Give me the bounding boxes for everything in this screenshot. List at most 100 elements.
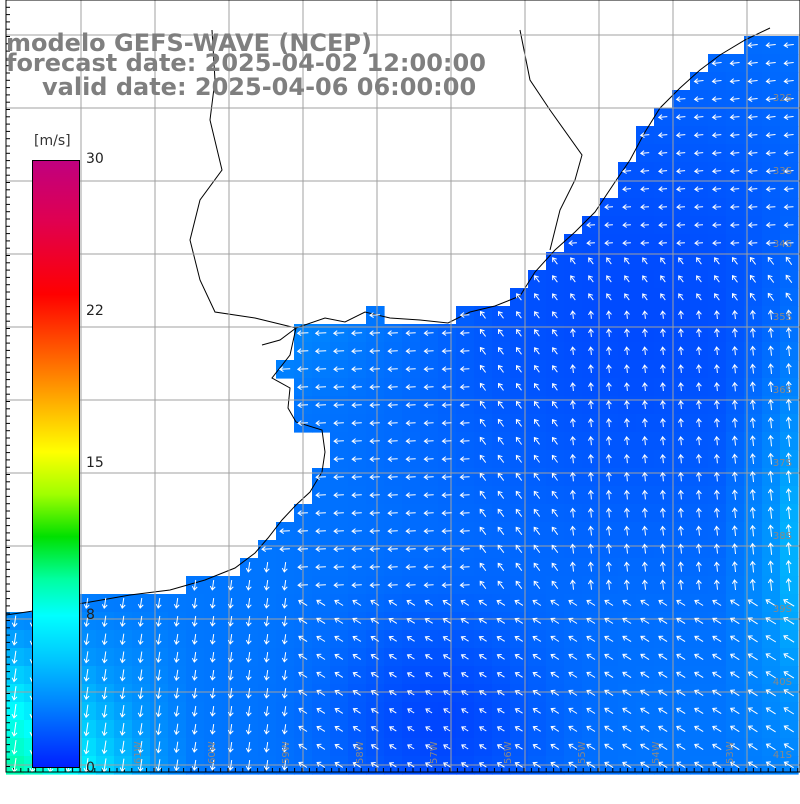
wind-arrow [351, 546, 362, 553]
wind-arrow [423, 528, 434, 535]
wind-arrow [478, 654, 487, 660]
wind-arrow [516, 311, 522, 319]
wind-arrow [424, 617, 433, 624]
wind-arrow [101, 615, 108, 628]
wind-arrow [369, 312, 381, 319]
wind-arrow [516, 293, 522, 301]
wind-arrow [441, 420, 452, 426]
wind-arrow [694, 761, 704, 769]
wind-arrow [387, 384, 398, 391]
wind-arrow [334, 725, 344, 732]
wind-arrow [785, 506, 792, 520]
wind-arrow [605, 579, 612, 590]
wind-arrow [604, 743, 614, 751]
wind-arrow [783, 132, 794, 139]
wind-arrow [352, 690, 361, 696]
wind-arrow [587, 453, 594, 464]
wind-arrow [749, 488, 756, 501]
wind-arrow [660, 310, 666, 319]
wind-arrow [534, 293, 540, 301]
wind-arrow [605, 471, 612, 482]
wind-arrow [783, 599, 795, 607]
wind-arrow [676, 204, 686, 210]
wind-arrow [423, 330, 434, 337]
wind-arrow [227, 580, 234, 591]
wind-arrow [496, 762, 505, 768]
wind-arrow [749, 292, 757, 301]
wind-arrow [423, 366, 434, 373]
wind-arrow [588, 400, 594, 410]
wind-arrow [747, 78, 758, 85]
wind-arrow [641, 489, 648, 500]
wind-arrow [11, 668, 18, 683]
wind-arrow [659, 525, 666, 536]
wind-arrow [747, 114, 758, 121]
wind-arrow [552, 275, 558, 283]
wind-arrow [767, 327, 774, 338]
wind-arrow [497, 454, 505, 463]
wind-arrow [281, 760, 288, 771]
wind-arrow [765, 114, 776, 121]
wind-arrow [658, 186, 668, 192]
wind-arrow [749, 381, 756, 392]
wind-arrow [694, 222, 704, 228]
wind-arrow [209, 598, 216, 609]
wind-arrow [352, 726, 361, 732]
wind-arrow [677, 561, 684, 572]
wind-arrow [191, 633, 198, 645]
wind-arrow [11, 650, 18, 665]
wind-arrow [783, 707, 795, 715]
wind-arrow [479, 418, 487, 427]
wind-arrow [678, 275, 684, 283]
wind-arrow [694, 186, 704, 193]
wind-arrow [550, 689, 560, 696]
wind-arrow [660, 275, 666, 283]
wind-arrow [624, 400, 630, 410]
wind-arrow [659, 489, 666, 500]
wind-arrow [675, 150, 686, 157]
wind-arrow [405, 582, 416, 589]
wind-arrow [551, 419, 558, 427]
wind-arrow [316, 617, 326, 625]
wind-arrow [731, 293, 738, 301]
wind-arrow [587, 543, 594, 554]
wind-arrow [333, 384, 345, 391]
wind-arrow [515, 580, 523, 590]
wind-arrow [423, 384, 434, 391]
wind-arrow [83, 633, 90, 646]
wind-arrow [191, 579, 198, 591]
wind-arrow [405, 330, 416, 337]
wind-arrow [315, 510, 326, 517]
wind-arrow [569, 435, 576, 446]
wind-arrow [696, 275, 702, 283]
wind-arrow [747, 204, 758, 210]
wind-arrow [568, 617, 578, 624]
wind-arrow [459, 528, 470, 535]
wind-arrow [316, 761, 326, 768]
wind-arrow [479, 526, 487, 536]
wind-arrow [693, 114, 704, 121]
wind-arrow [676, 743, 686, 751]
wind-arrow [623, 561, 630, 572]
wind-arrow [479, 562, 487, 572]
longitude-label: 59W [281, 741, 292, 764]
wind-arrow [551, 526, 559, 535]
wind-arrow [604, 761, 614, 769]
wind-arrow [713, 417, 720, 428]
wind-arrow [765, 707, 776, 715]
wind-arrow [281, 706, 288, 717]
wind-arrow [749, 506, 756, 519]
wind-arrow [425, 690, 433, 696]
wind-arrow [297, 510, 308, 517]
wind-arrow [570, 364, 576, 374]
wind-arrow [227, 688, 234, 699]
wind-arrow [586, 617, 596, 624]
wind-arrow [713, 579, 720, 590]
wind-arrow [369, 348, 380, 355]
latitude-label: 40S [773, 677, 792, 688]
wind-arrow [569, 471, 576, 482]
wind-arrow [351, 528, 362, 535]
wind-arrow [424, 636, 433, 642]
wind-arrow [568, 689, 578, 696]
wind-arrow [767, 399, 774, 411]
